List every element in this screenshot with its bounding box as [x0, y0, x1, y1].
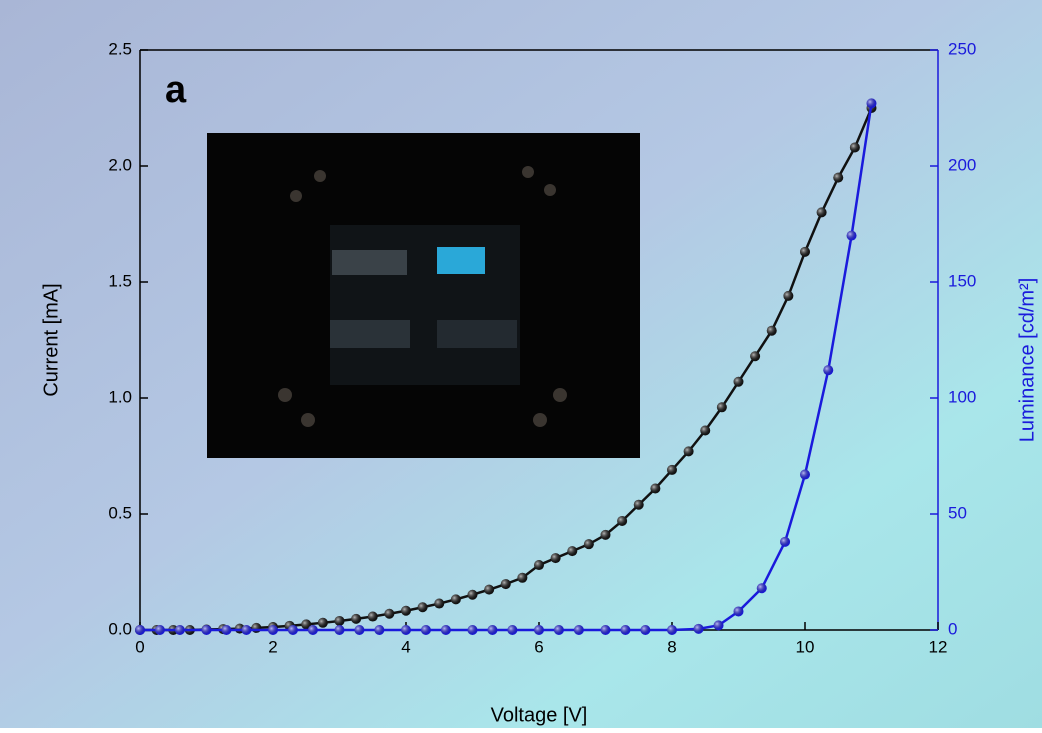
point-highlight [374, 625, 385, 635]
y-tick-label: 0.0 [108, 619, 132, 638]
point-highlight [440, 625, 451, 635]
y-axis-title: Current [mA] [40, 283, 62, 396]
point-highlight [573, 625, 584, 635]
point-highlight [620, 625, 631, 635]
x-axis-title: Voltage [V] [491, 704, 588, 726]
y2-axis-title: Luminance [cd/m²] [1016, 278, 1038, 443]
x-tick-label: 12 [929, 637, 948, 656]
point-highlight [420, 625, 431, 635]
point-highlight [517, 572, 528, 583]
point-highlight [833, 172, 844, 183]
point-highlight [334, 625, 345, 635]
point-highlight [693, 623, 704, 634]
point-highlight [251, 622, 262, 633]
y-tick-label: 1.0 [108, 387, 132, 406]
point-highlight [640, 625, 651, 635]
series-line [140, 103, 873, 632]
x-tick-label: 4 [401, 637, 410, 656]
point-highlight [849, 142, 860, 153]
point-highlight [500, 579, 511, 590]
y-tick-label: 2.0 [108, 155, 132, 174]
point-highlight [713, 620, 724, 631]
point-highlight [750, 351, 761, 362]
point-highlight [733, 376, 744, 387]
point-highlight [550, 553, 561, 564]
point-highlight [467, 625, 478, 635]
point-highlight [434, 598, 445, 609]
y2-tick-label: 200 [948, 155, 976, 174]
point-highlight [450, 594, 461, 605]
point-highlight [733, 606, 744, 617]
point-highlight [617, 515, 628, 526]
point-highlight [846, 230, 857, 241]
point-highlight [667, 464, 677, 475]
point-highlight [307, 625, 318, 635]
point-highlight [756, 583, 767, 594]
point-highlight [384, 608, 395, 619]
point-highlight [401, 605, 411, 616]
point-highlight [633, 499, 644, 510]
point-highlight [487, 625, 498, 635]
point-highlight [716, 402, 727, 413]
x-tick-label: 2 [268, 637, 277, 656]
point-highlight [417, 602, 428, 613]
point-highlight [354, 625, 365, 635]
x-tick-label: 10 [796, 637, 815, 656]
y2-tick-label: 0 [948, 619, 957, 638]
y-tick-label: 0.5 [108, 503, 132, 522]
point-highlight [484, 584, 495, 595]
panel-label: a [165, 69, 187, 111]
point-highlight [507, 625, 518, 635]
inset-photo [207, 133, 640, 458]
point-highlight [201, 625, 212, 635]
point-highlight [553, 625, 564, 635]
point-highlight [401, 625, 411, 635]
y-tick-label: 2.5 [108, 39, 132, 58]
point-highlight [154, 625, 165, 635]
y2-tick-label: 50 [948, 503, 967, 522]
point-highlight [866, 98, 877, 109]
point-highlight [135, 625, 145, 635]
point-highlight [221, 625, 232, 635]
point-highlight [367, 611, 378, 622]
point-highlight [650, 483, 661, 494]
point-highlight [174, 625, 185, 635]
point-highlight [600, 625, 611, 635]
point-highlight [317, 617, 328, 628]
point-highlight [667, 625, 677, 635]
point-highlight [683, 446, 694, 457]
point-highlight [287, 625, 298, 635]
point-highlight [783, 290, 794, 301]
point-highlight [467, 589, 478, 600]
point-highlight [816, 207, 827, 218]
point-highlight [800, 469, 810, 480]
point-highlight [241, 625, 252, 635]
y-tick-label: 1.5 [108, 271, 132, 290]
x-tick-label: 6 [534, 637, 543, 656]
point-highlight [268, 625, 278, 635]
x-tick-label: 0 [135, 637, 144, 656]
point-highlight [301, 619, 312, 630]
point-highlight [351, 613, 362, 624]
point-highlight [766, 325, 777, 336]
point-highlight [534, 560, 544, 571]
y2-tick-label: 250 [948, 39, 976, 58]
point-highlight [534, 625, 544, 635]
point-highlight [700, 425, 711, 436]
point-highlight [800, 246, 810, 257]
point-highlight [334, 615, 345, 626]
point-highlight [823, 365, 834, 376]
point-highlight [600, 529, 611, 540]
x-tick-label: 8 [667, 637, 676, 656]
point-highlight [780, 536, 791, 547]
y2-tick-label: 150 [948, 271, 976, 290]
point-highlight [567, 546, 578, 557]
point-highlight [583, 539, 594, 550]
y2-tick-label: 100 [948, 387, 976, 406]
